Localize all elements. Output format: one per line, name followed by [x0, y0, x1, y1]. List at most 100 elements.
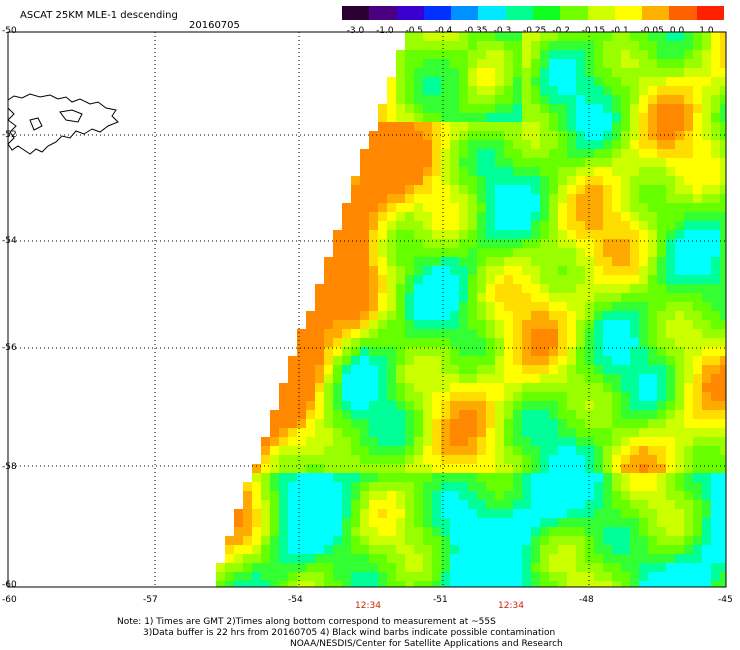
swath-cell	[603, 392, 612, 401]
swath-cell	[549, 482, 558, 491]
swath-cell	[459, 257, 468, 266]
swath-cell	[585, 401, 594, 410]
swath-cell	[549, 275, 558, 284]
swath-cell	[495, 500, 504, 509]
swath-cell	[531, 176, 540, 185]
swath-cell	[531, 554, 540, 563]
swath-cell	[459, 491, 468, 500]
swath-cell	[450, 275, 459, 284]
swath-cell	[387, 518, 396, 527]
swath-cell	[396, 572, 405, 581]
swath-cell	[522, 293, 531, 302]
swath-cell	[540, 95, 549, 104]
swath-cell	[414, 419, 423, 428]
swath-cell	[504, 527, 513, 536]
swath-cell	[333, 320, 342, 329]
swath-cell	[252, 536, 261, 545]
swath-cell	[666, 473, 675, 482]
swath-cell	[522, 122, 531, 131]
swath-cell	[531, 581, 540, 587]
swath-cell	[522, 365, 531, 374]
swath-cell	[540, 113, 549, 122]
swath-cell	[657, 518, 666, 527]
swath-cell	[486, 518, 495, 527]
swath-cell	[603, 95, 612, 104]
swath-cell	[594, 275, 603, 284]
swath-cell	[666, 248, 675, 257]
swath-cell	[504, 104, 513, 113]
swath-cell	[423, 230, 432, 239]
swath-cell	[702, 221, 711, 230]
swath-cell	[693, 50, 702, 59]
swath-cell	[684, 68, 693, 77]
swath-cell	[333, 392, 342, 401]
swath-cell	[684, 536, 693, 545]
swath-cell	[531, 221, 540, 230]
swath-cell	[585, 563, 594, 572]
swath-cell	[468, 563, 477, 572]
swath-cell	[594, 392, 603, 401]
swath-cell	[576, 392, 585, 401]
swath-cell	[423, 410, 432, 419]
swath-cell	[576, 185, 585, 194]
swath-cell	[477, 554, 486, 563]
swath-cell	[612, 50, 621, 59]
swath-cell	[720, 41, 726, 50]
swath-cell	[243, 536, 252, 545]
swath-cell	[405, 284, 414, 293]
swath-cell	[531, 95, 540, 104]
swath-cell	[639, 383, 648, 392]
swath-cell	[441, 509, 450, 518]
swath-cell	[504, 419, 513, 428]
swath-cell	[630, 419, 639, 428]
swath-cell	[405, 59, 414, 68]
swath-cell	[324, 581, 333, 587]
swath-cell	[693, 320, 702, 329]
swath-cell	[567, 131, 576, 140]
swath-cell	[216, 572, 225, 581]
swath-cell	[459, 581, 468, 587]
swath-cell	[396, 230, 405, 239]
swath-cell	[459, 59, 468, 68]
note-line-2: 3)Data buffer is 22 hrs from 20160705 4)…	[143, 628, 556, 638]
swath-cell	[531, 509, 540, 518]
swath-cell	[630, 329, 639, 338]
swath-cell	[459, 149, 468, 158]
swath-cell	[693, 203, 702, 212]
swath-cell	[639, 131, 648, 140]
swath-cell	[522, 284, 531, 293]
swath-cell	[477, 527, 486, 536]
swath-cell	[612, 158, 621, 167]
swath-cell	[414, 77, 423, 86]
swath-cell	[297, 347, 306, 356]
swath-cell	[351, 293, 360, 302]
swath-cell	[414, 554, 423, 563]
swath-cell	[702, 464, 711, 473]
colorbar-cell	[614, 6, 643, 20]
swath-cell	[522, 464, 531, 473]
swath-cell	[702, 347, 711, 356]
swath-cell	[549, 95, 558, 104]
swath-cell	[666, 365, 675, 374]
swath-cell	[468, 239, 477, 248]
swath-cell	[414, 338, 423, 347]
swath-cell	[675, 104, 684, 113]
swath-cell	[360, 320, 369, 329]
swath-cell	[621, 536, 630, 545]
swath-cell	[333, 527, 342, 536]
swath-cell	[396, 194, 405, 203]
swath-cell	[630, 563, 639, 572]
swath-cell	[603, 311, 612, 320]
swath-cell	[351, 257, 360, 266]
swath-cell	[306, 482, 315, 491]
swath-cell	[378, 374, 387, 383]
swath-cell	[441, 257, 450, 266]
swath-cell	[675, 446, 684, 455]
swath-cell	[432, 428, 441, 437]
swath-cell	[450, 176, 459, 185]
swath-cell	[621, 545, 630, 554]
swath-cell	[261, 446, 270, 455]
swath-cell	[702, 95, 711, 104]
swath-cell	[684, 41, 693, 50]
swath-cell	[495, 284, 504, 293]
